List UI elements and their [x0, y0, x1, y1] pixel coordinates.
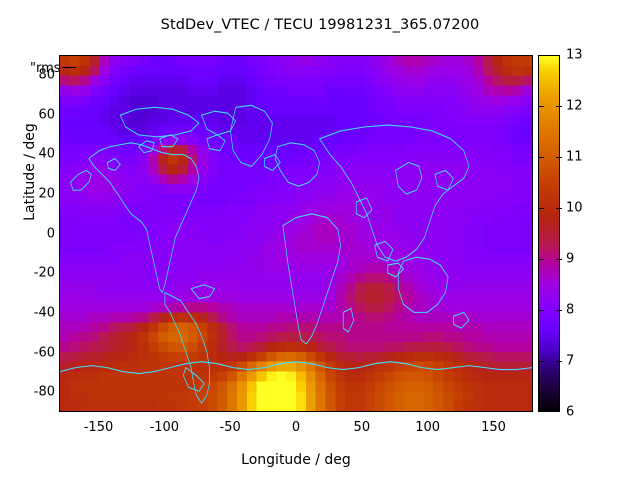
- vtec-heatmap: [60, 56, 532, 411]
- y-axis-tick-label: -20: [33, 265, 55, 281]
- y-axis-tick-label: -80: [33, 384, 55, 400]
- x-axis-ticks: -150 -100 -50 0 50 100 150: [59, 420, 533, 440]
- key-line-sample: [61, 66, 76, 68]
- colorbar-gradient: [539, 56, 559, 411]
- x-axis-tick-label: 100: [415, 420, 441, 435]
- colorbar-tick-label: 6: [566, 404, 575, 420]
- colorbar-tick: [538, 106, 544, 107]
- x-axis-label: Longitude / deg: [241, 452, 351, 468]
- y-axis-tick-label: 20: [38, 186, 55, 202]
- colorbar-tick-label: 11: [566, 149, 583, 165]
- y-axis-ticks: 80 60 40 20 0 -20 -40 -60 -80: [5, 55, 55, 412]
- colorbar-tick: [556, 259, 562, 260]
- colorbar-tick-label: 10: [566, 200, 583, 216]
- colorbar-tick: [556, 106, 562, 107]
- colorbar-tick: [538, 208, 544, 209]
- x-axis-tick-label: -50: [219, 420, 241, 435]
- colorbar-tick: [556, 157, 562, 158]
- y-axis-tick-label: -40: [33, 305, 55, 321]
- x-axis-tick-label: 0: [291, 420, 301, 435]
- colorbar-tick: [538, 310, 544, 311]
- colorbar: [538, 55, 560, 412]
- colorbar-tick: [556, 361, 562, 362]
- coastline-overlay: [60, 104, 532, 404]
- x-axis-tick-label: -100: [149, 420, 180, 435]
- key-label: "rms: [30, 61, 61, 76]
- colorbar-tick-label: 8: [566, 302, 575, 318]
- x-axis-tick-label: -150: [83, 420, 114, 435]
- y-axis-tick-label: 60: [38, 107, 55, 122]
- colorbar-tick-label: 7: [566, 353, 575, 369]
- x-axis-tick-label: 150: [481, 420, 506, 435]
- colorbar-tick-label: 9: [566, 251, 575, 267]
- page-title: StdDev_VTEC / TECU 19981231_365.07200: [160, 17, 480, 33]
- colorbar-tick: [538, 259, 544, 260]
- colorbar-tick-label: 12: [566, 98, 583, 114]
- heatmap-layer: [60, 56, 532, 411]
- x-axis-tick-label: 50: [353, 420, 371, 435]
- y-axis-tick-label: 80: [38, 67, 55, 83]
- colorbar-labels: 13 12 11 10 9 8 7 6: [566, 48, 626, 420]
- y-axis-tick-label: 40: [38, 146, 55, 162]
- y-axis-tick-label: 0: [46, 226, 55, 241]
- plot-key: "rms: [30, 58, 76, 76]
- y-axis-label: Latitude / deg: [22, 123, 38, 221]
- map-plot-area[interactable]: [59, 55, 533, 412]
- colorbar-tick-label: 13: [566, 47, 583, 63]
- colorbar-tick: [556, 310, 562, 311]
- colorbar-tick: [556, 208, 562, 209]
- colorbar-tick: [538, 157, 544, 158]
- colorbar-tick: [538, 361, 544, 362]
- colorbar-ticks: [538, 55, 562, 412]
- y-axis-tick-label: -60: [33, 345, 55, 360]
